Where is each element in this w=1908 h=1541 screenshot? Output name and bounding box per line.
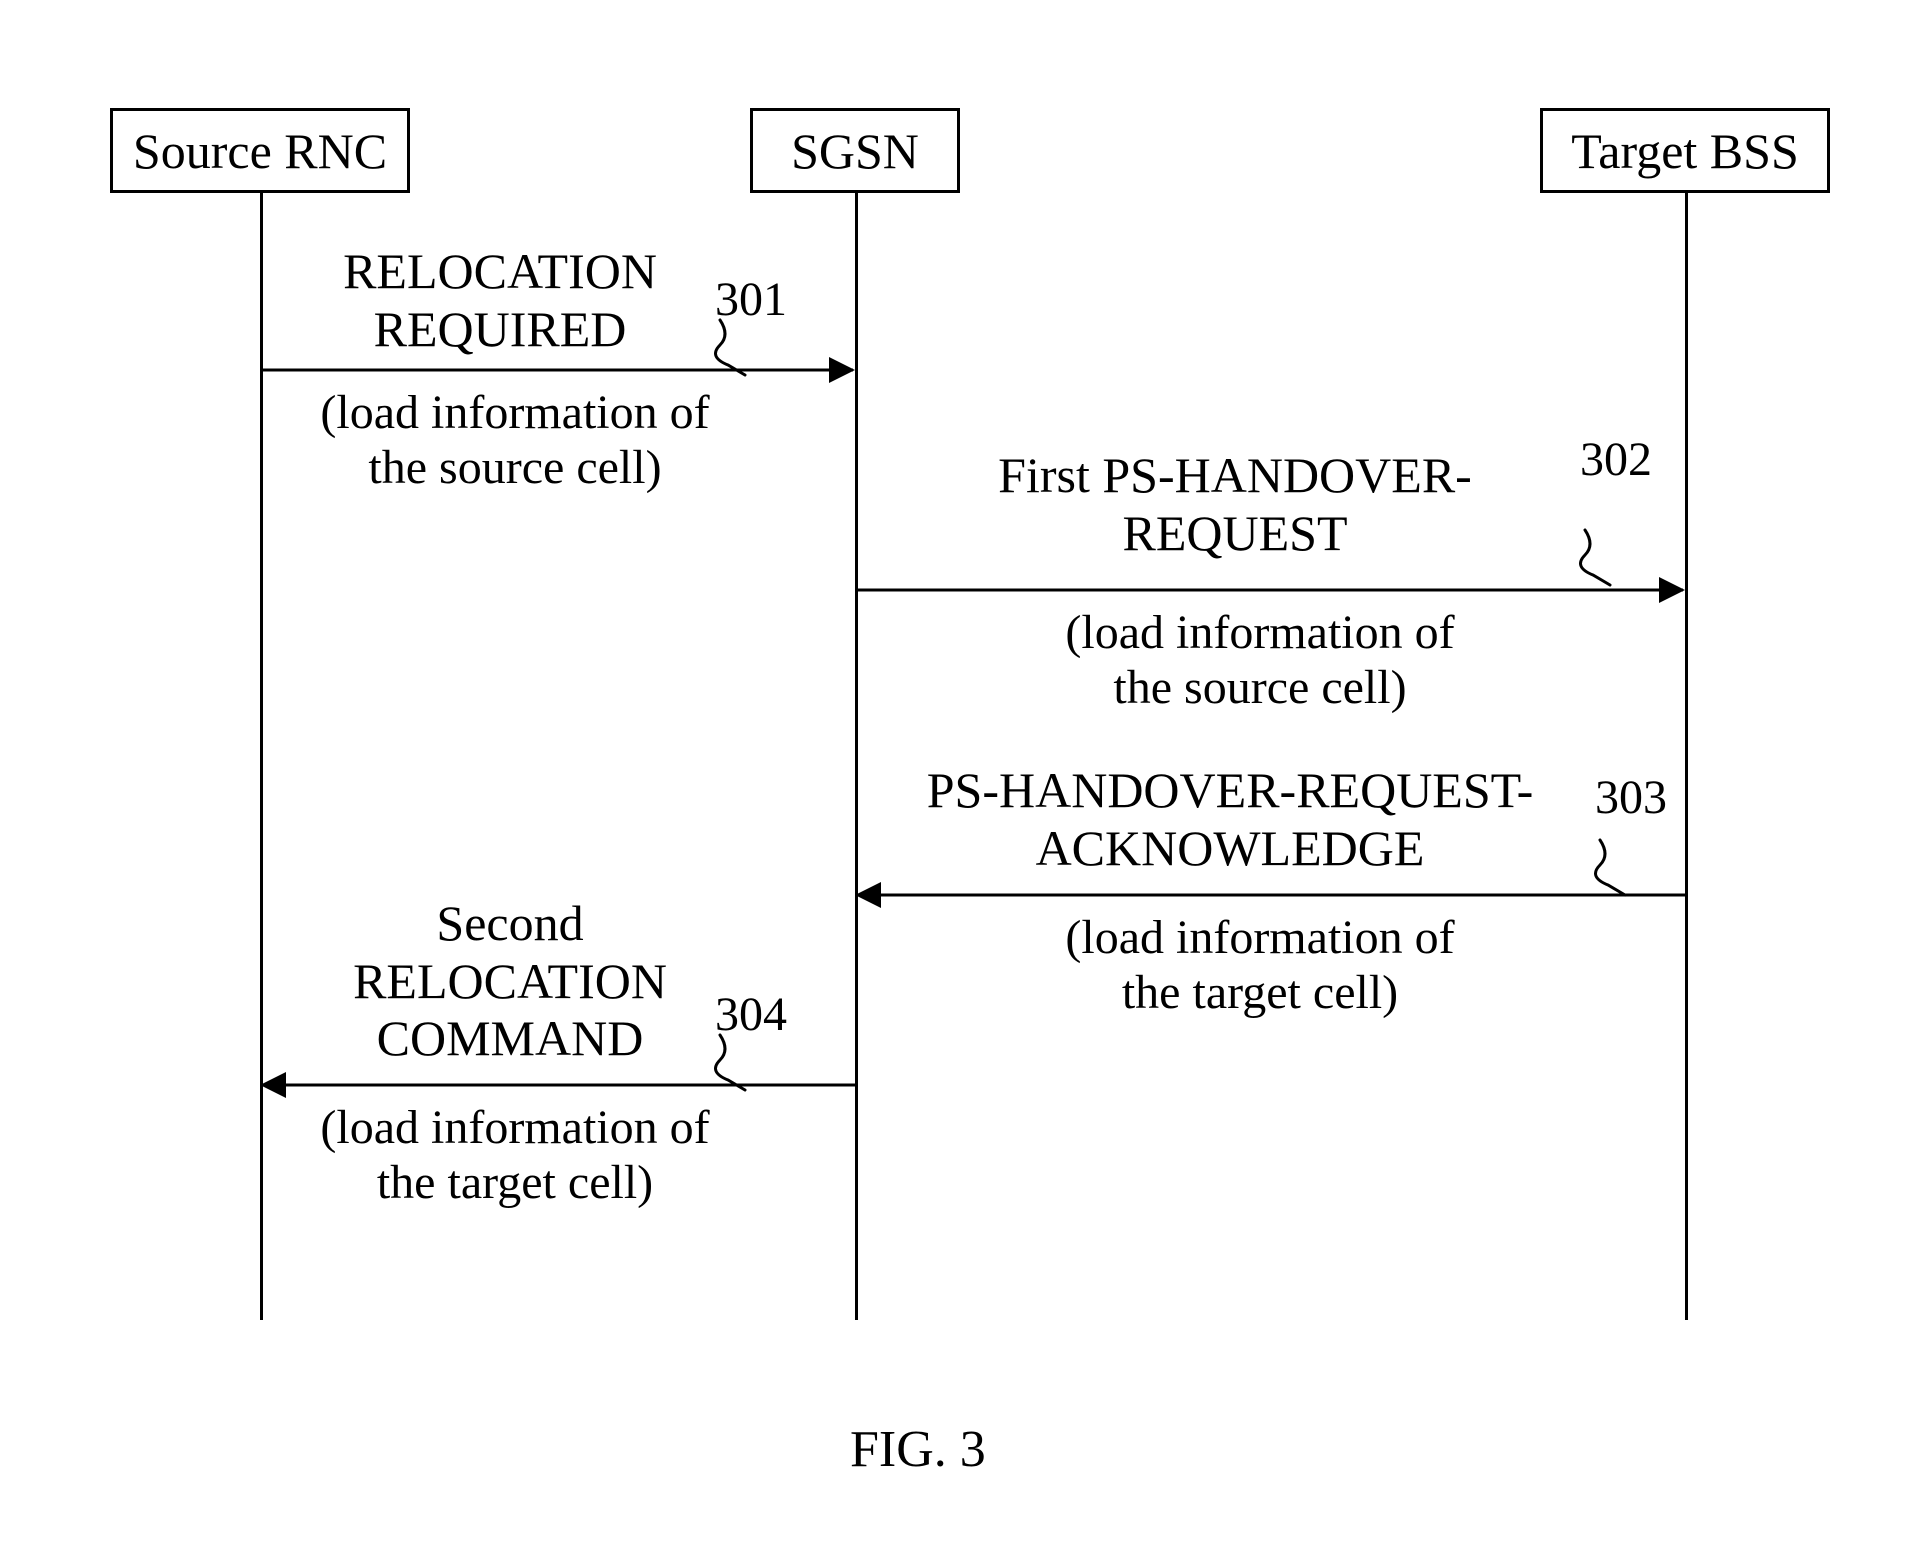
msg-title-301: RELOCATION REQUIRED bbox=[300, 243, 700, 358]
lifeline-source-rnc bbox=[260, 193, 263, 1320]
msg-note-301: (load information of the source cell) bbox=[300, 385, 730, 495]
lifeline-target-bss bbox=[1685, 193, 1688, 1320]
lifeline-sgsn bbox=[855, 193, 858, 1320]
msg-note-303: (load information of the target cell) bbox=[1000, 910, 1520, 1020]
msg-ref-302: 302 bbox=[1580, 432, 1652, 487]
figure-caption: FIG. 3 bbox=[850, 1420, 986, 1479]
node-source-rnc: Source RNC bbox=[110, 108, 410, 193]
msg-note-302: (load information of the source cell) bbox=[1000, 605, 1520, 715]
msg-ref-304: 304 bbox=[715, 987, 787, 1042]
msg-title-302: First PS-HANDOVER- REQUEST bbox=[960, 447, 1510, 562]
sequence-diagram: Source RNC SGSN Target BSS RELOCATION REQUI… bbox=[0, 0, 1908, 1541]
msg-title-303: PS-HANDOVER-REQUEST- ACKNOWLEDGE bbox=[870, 762, 1590, 877]
node-sgsn: SGSN bbox=[750, 108, 960, 193]
msg-ref-301: 301 bbox=[715, 272, 787, 327]
node-target-bss: Target BSS bbox=[1540, 108, 1830, 193]
msg-ref-303: 303 bbox=[1595, 770, 1667, 825]
msg-note-304: (load information of the target cell) bbox=[290, 1100, 740, 1210]
msg-title-304: Second RELOCATION COMMAND bbox=[310, 895, 710, 1068]
